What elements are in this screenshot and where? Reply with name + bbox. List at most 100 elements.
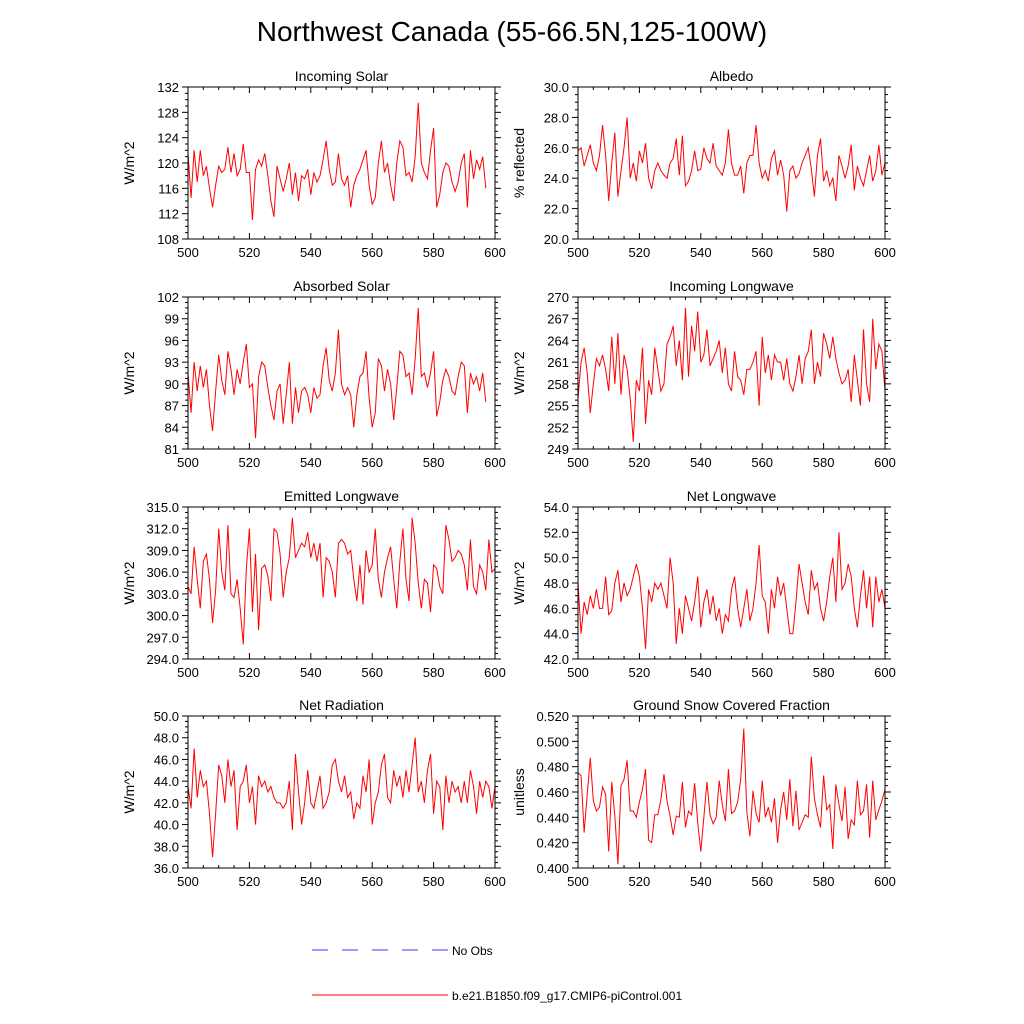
y-tick-label: 48.0 [154, 731, 179, 746]
panel-incoming-longwave: Incoming Longwave W/m^2 500 520 540 560 580 600… [511, 278, 896, 470]
series-line-net-radiation [187, 737, 496, 858]
x-tick-label: 540 [690, 665, 712, 680]
y-tick-label: 128 [157, 105, 179, 120]
y-axis-label-albedo: % reflected [511, 128, 527, 198]
x-tick-label: 520 [629, 665, 651, 680]
y-tick-label: 270 [547, 290, 569, 305]
x-tick-label: 500 [177, 874, 199, 889]
x-tick-label: 580 [813, 874, 835, 889]
y-tick-label: 48.0 [544, 576, 569, 591]
y-tick-label: 44.0 [544, 627, 569, 642]
panel-title-emitted-longwave: Emitted Longwave [284, 488, 399, 504]
panel-title-net-radiation: Net Radiation [299, 697, 384, 713]
y-tick-label: 309.0 [146, 543, 179, 558]
x-tick-label: 520 [629, 455, 651, 470]
x-tick-label: 500 [567, 245, 589, 260]
y-tick-label: 50.0 [154, 709, 179, 724]
y-tick-label: 261 [547, 355, 569, 370]
panel-title-net-longwave: Net Longwave [687, 488, 777, 504]
x-tick-label: 500 [567, 874, 589, 889]
panel-grid: Incoming Solar W/m^2 500 520 540 560 580 600 108… [121, 68, 896, 889]
y-tick-label: 93 [165, 355, 179, 370]
y-tick-label: 42.0 [154, 796, 179, 811]
series-line-emitted-longwave [187, 517, 496, 645]
panel-albedo: Albedo % reflected 500 520 540 560 580 600 20.0 2… [511, 68, 896, 260]
panel-title-ground-snow-covered-fraction: Ground Snow Covered Fraction [633, 697, 830, 713]
x-tick-label: 560 [751, 455, 773, 470]
series-line-net-longwave [577, 532, 886, 649]
legend-model-label: b.e21.B1850.f09_g17.CMIP6-piControl.001 [452, 989, 682, 1003]
y-tick-label: 294.0 [146, 652, 179, 667]
y-tick-label: 22.0 [544, 202, 569, 217]
x-tick-label: 600 [484, 455, 506, 470]
x-tick-label: 560 [751, 874, 773, 889]
x-tick-label: 580 [423, 245, 445, 260]
y-tick-label: 108 [157, 232, 179, 247]
x-tick-label: 600 [874, 245, 896, 260]
y-tick-label: 112 [158, 207, 179, 222]
y-tick-label: 102 [157, 290, 179, 305]
x-tick-label: 560 [361, 665, 383, 680]
y-tick-label: 50.0 [544, 551, 569, 566]
y-tick-label: 90 [165, 377, 179, 392]
panel-ground-snow-covered-fraction: Ground Snow Covered Fraction unitless 500 5… [511, 697, 896, 889]
x-tick-label: 500 [177, 455, 199, 470]
x-tick-label: 520 [629, 245, 651, 260]
x-tick-label: 500 [567, 455, 589, 470]
y-axis-label-net-radiation: W/m^2 [121, 770, 137, 813]
panel-net-radiation: Net Radiation W/m^2 500 520 540 560 580 600 36.0… [121, 697, 506, 889]
x-tick-label: 580 [813, 665, 835, 680]
y-tick-label: 30.0 [544, 80, 569, 95]
y-tick-label: 24.0 [544, 171, 569, 186]
y-tick-label: 28.0 [544, 110, 569, 125]
y-tick-label: 249 [547, 442, 569, 457]
y-tick-label: 26.0 [544, 141, 569, 156]
y-tick-label: 42.0 [544, 652, 569, 667]
y-tick-label: 0.440 [536, 810, 569, 825]
y-axis-label-emitted-longwave: W/m^2 [121, 561, 137, 604]
x-tick-label: 520 [629, 874, 651, 889]
plot-frame-incoming-solar [187, 86, 496, 240]
y-tick-label: 0.400 [536, 861, 569, 876]
panel-emitted-longwave: Emitted Longwave W/m^2 500 520 540 560 580 600 2… [121, 488, 506, 680]
x-tick-label: 600 [874, 665, 896, 680]
x-tick-label: 500 [177, 665, 199, 680]
x-tick-label: 500 [567, 665, 589, 680]
series-line-incoming-longwave [577, 307, 886, 442]
panel-title-incoming-longwave: Incoming Longwave [669, 278, 794, 294]
y-tick-label: 315.0 [146, 500, 179, 515]
y-tick-label: 87 [165, 399, 179, 414]
plot-frame-emitted-longwave [187, 506, 496, 660]
x-tick-label: 580 [813, 455, 835, 470]
x-tick-label: 600 [874, 455, 896, 470]
y-tick-label: 52.0 [544, 525, 569, 540]
y-tick-label: 38.0 [154, 839, 179, 854]
panel-title-incoming-solar: Incoming Solar [295, 68, 389, 84]
y-tick-label: 258 [547, 377, 569, 392]
series-line-absorbed-solar [187, 307, 487, 439]
y-tick-label: 267 [547, 312, 569, 327]
y-tick-label: 255 [547, 399, 569, 414]
x-tick-label: 540 [300, 874, 322, 889]
legend-obs-label: No Obs [452, 944, 493, 958]
series-line-ground-snow-covered-fraction [577, 728, 886, 865]
x-tick-label: 580 [423, 874, 445, 889]
y-tick-label: 303.0 [146, 587, 179, 602]
y-tick-label: 96 [165, 333, 179, 348]
x-tick-label: 540 [690, 455, 712, 470]
x-tick-label: 520 [239, 455, 261, 470]
x-tick-label: 560 [751, 245, 773, 260]
y-tick-label: 99 [165, 312, 179, 327]
y-tick-label: 297.0 [146, 630, 179, 645]
x-tick-label: 560 [751, 665, 773, 680]
x-tick-label: 540 [300, 245, 322, 260]
x-tick-label: 600 [874, 874, 896, 889]
panel-title-absorbed-solar: Absorbed Solar [293, 278, 390, 294]
y-tick-label: 252 [547, 420, 569, 435]
panel-title-albedo: Albedo [710, 68, 754, 84]
y-tick-label: 0.460 [536, 785, 569, 800]
y-axis-label-incoming-solar: W/m^2 [121, 141, 137, 184]
y-tick-label: 0.520 [536, 709, 569, 724]
plot-frame-absorbed-solar [187, 296, 496, 450]
